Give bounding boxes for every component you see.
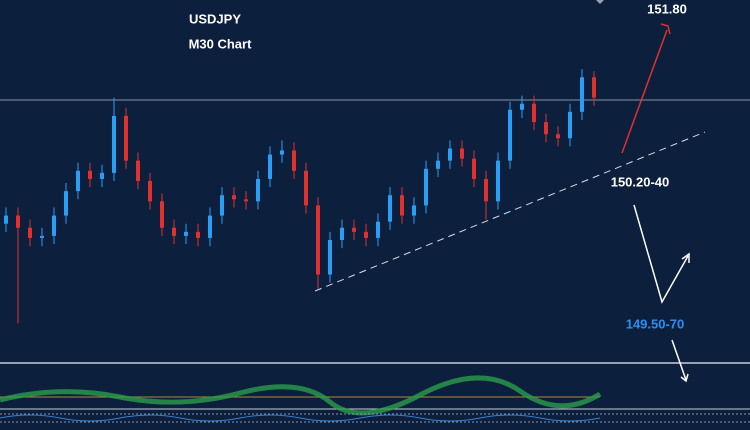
candle-body [232,195,236,200]
scroll-marker [596,0,604,4]
trend-line [314,131,706,292]
candle-body [184,231,188,236]
candle-body [472,158,476,179]
candle-body [220,195,224,216]
candle-body [316,205,320,275]
candle-body [304,170,308,206]
candle-body [148,181,152,202]
candle-body [136,160,140,181]
candle-body [508,109,512,161]
arrow [621,29,668,154]
candle-body [328,239,332,275]
candle-body [160,201,164,228]
candle-body [532,103,536,123]
candle-body [256,178,260,202]
candle-body [460,148,464,159]
candle-body [64,191,68,216]
chart-title: USDJPY [189,11,241,26]
arrow [633,204,689,304]
candle-body [340,227,344,240]
candle-body [376,221,380,238]
candle-body [412,205,416,216]
candle-body [292,150,296,171]
candle-body [568,111,572,139]
candle-body [580,77,584,112]
candle-body [496,160,500,202]
candle-body [88,170,92,179]
arrows [621,23,690,383]
arrow-head [660,23,671,35]
candle-body [112,115,116,173]
arrow-head [681,252,690,263]
candle-body [448,148,452,161]
candle-body [400,195,404,216]
candle-body [76,170,80,192]
candle-body [52,215,56,236]
candle-body [436,160,440,169]
oscillator [0,414,601,422]
candle-body [424,168,428,206]
candle-body [556,134,560,139]
arrow [671,339,687,381]
arrow-head [680,373,689,383]
chart-subtitle: M30 Chart [189,36,253,51]
candle-body [544,122,548,135]
candle-body [268,154,272,179]
candles [4,69,596,324]
support-label: 150.20-40 [611,174,670,189]
candle-body [352,227,356,232]
candle-body [592,77,596,98]
candle-body [388,195,392,222]
support-label: 149.50-70 [626,316,685,331]
target-label: 151.80 [647,1,687,16]
candle-body [28,227,32,238]
candle-body [280,150,284,155]
candle-body [520,103,524,110]
candle-body [196,231,200,238]
candle-body [364,231,368,238]
candle-body [172,227,176,236]
candle-body [40,235,44,238]
candle-body [208,215,212,238]
candle-body [124,115,128,161]
candle-body [16,215,20,228]
candle-body [484,178,488,202]
candle-body [244,199,248,202]
indicator-histogram [0,375,602,416]
candle-body [4,215,8,224]
candle-body [100,172,104,179]
